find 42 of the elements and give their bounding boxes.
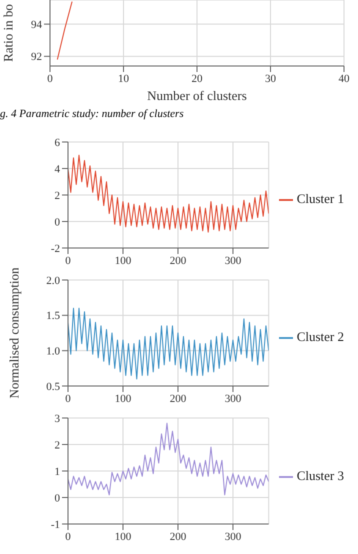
x-tick-label: 10 <box>118 72 130 85</box>
y-tick-label: 2.0 <box>46 274 60 287</box>
y-axis-title: Ratio in bo <box>0 4 16 62</box>
y-tick-label: 0 <box>54 216 60 228</box>
line-series <box>68 308 269 380</box>
x-tick-label: 100 <box>114 392 132 405</box>
x-tick-label: 300 <box>224 392 242 405</box>
legend-label: Cluster 2 <box>296 328 344 344</box>
y-tick-label: 1 <box>54 466 60 478</box>
x-tick-label: 100 <box>114 254 132 267</box>
y-tick-label: 6 <box>54 136 60 149</box>
x-tick-label: 40 <box>338 72 350 85</box>
x-tick-label: 30 <box>265 72 276 85</box>
y-axis-title: Normalised consumption <box>6 266 22 399</box>
y-tick-label: 2 <box>54 190 60 202</box>
y-tick-label: 0.5 <box>46 380 60 393</box>
y-tick-label: 1.0 <box>46 346 60 358</box>
line-series <box>68 422 269 496</box>
x-axis-title: Number of clusters <box>147 88 247 103</box>
legend-label: Cluster 3 <box>296 468 344 483</box>
y-tick-label: 92 <box>31 51 42 64</box>
text: g. 4 Parametric study: number of clusters <box>0 107 185 122</box>
x-tick-label: 0 <box>65 254 72 267</box>
x-tick-label: 0 <box>65 530 72 543</box>
x-tick-label: 200 <box>170 392 187 405</box>
line-series <box>68 154 269 233</box>
x-tick-label: 200 <box>170 254 187 267</box>
y-tick-label: 4 <box>54 163 60 176</box>
x-tick-label: 300 <box>224 254 242 267</box>
x-tick-label: 0 <box>65 392 72 405</box>
x-tick-label: 300 <box>224 530 242 543</box>
x-tick-label: 100 <box>114 530 132 543</box>
x-tick-label: 200 <box>170 530 187 543</box>
y-tick-label: -1 <box>50 518 60 531</box>
y-tick-label: 2 <box>54 439 60 452</box>
y-tick-label: 0 <box>54 492 60 504</box>
y-tick-label: 1.5 <box>46 310 60 322</box>
y-tick-label: -2 <box>50 242 60 255</box>
y-tick-label: 94 <box>31 19 42 32</box>
x-tick-label: 20 <box>192 72 203 85</box>
y-tick-label: 3 <box>54 412 60 425</box>
legend-label: Cluster 1 <box>296 190 344 206</box>
